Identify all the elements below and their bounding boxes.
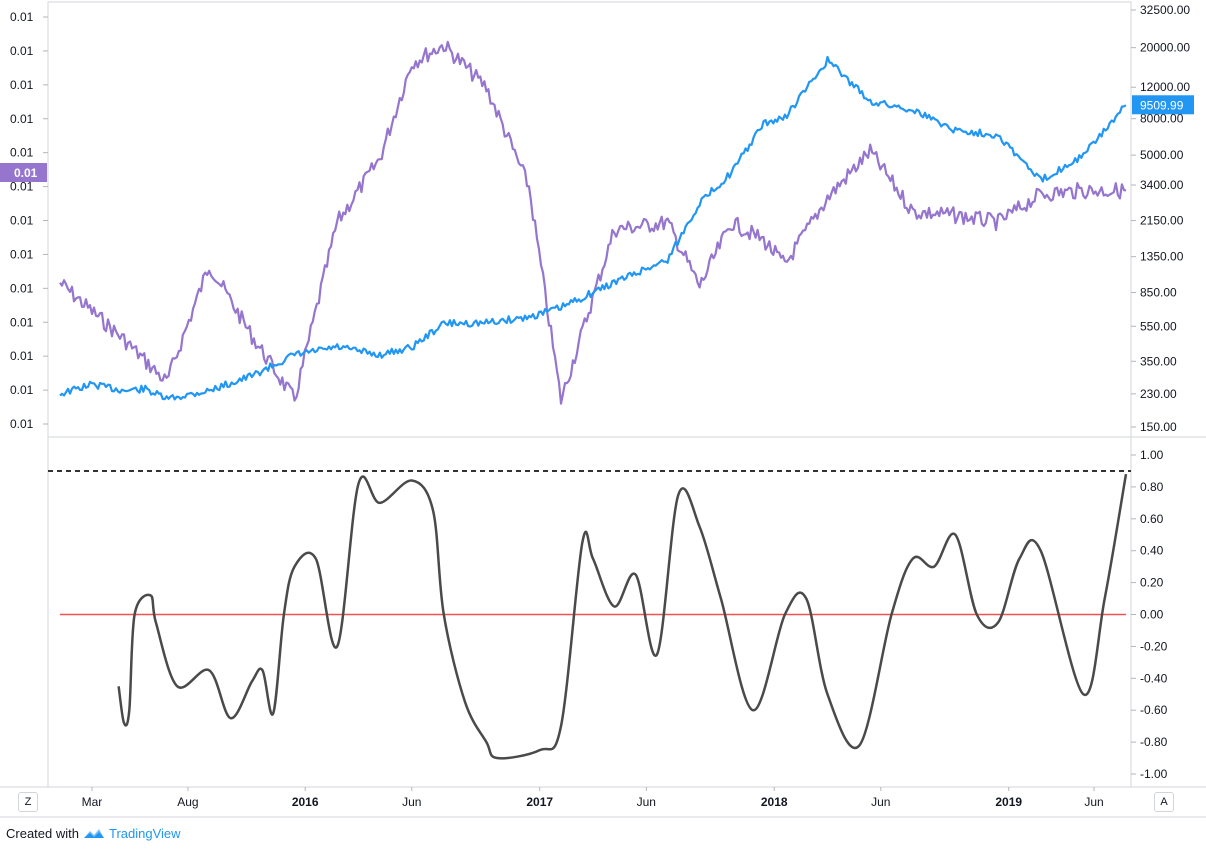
price-pane: 32500.00 20000.00 12000.00 8000.00 5000.00 34…	[0, 3, 1194, 434]
time-axis-label: Jun	[1084, 795, 1103, 809]
footer: Created with TradingView	[6, 826, 181, 841]
tradingview-logo-icon	[83, 828, 104, 838]
correlation-line	[117, 473, 1128, 760]
left-axis-tick-label: 0.01	[10, 44, 34, 58]
time-axis-label: 2016	[292, 795, 319, 809]
plot-border	[47, 1, 1132, 788]
left-last-value-badge	[0, 163, 47, 182]
scale-a-button[interactable]: A	[1154, 792, 1174, 812]
right-axis-tick-label: 230.00	[1140, 387, 1177, 401]
left-axis-tick-label: 0.01	[10, 78, 34, 92]
purple-series-line	[59, 40, 1127, 405]
corr-axis-tick-label: -0.60	[1140, 703, 1168, 717]
time-axis-label: Jun	[871, 795, 890, 809]
corr-axis-tick-label: -0.40	[1140, 671, 1168, 685]
time-axis: Mar Aug 2016 Jun 2017 Jun 2018 Jun 2019 Jun	[82, 787, 1104, 809]
right-axis-tick-label: 850.00	[1140, 286, 1177, 300]
left-axis-tick-label: 0.01	[10, 180, 34, 194]
right-axis-tick-label: 3400.00	[1140, 178, 1184, 192]
time-axis-label: 2018	[761, 795, 788, 809]
right-axis-tick-label: 32500.00	[1140, 3, 1190, 17]
corr-axis-tick-label: -0.80	[1140, 735, 1168, 749]
corr-axis-tick-label: 1.00	[1140, 448, 1164, 462]
left-axis-tick-label: 0.01	[10, 281, 34, 295]
right-axis-tick-label: 550.00	[1140, 319, 1177, 333]
corr-axis-tick-label: 0.60	[1140, 512, 1164, 526]
left-last-value-label: 0.01	[14, 166, 38, 180]
corr-axis-tick-label: 0.00	[1140, 608, 1164, 622]
blue-series-line	[59, 55, 1127, 401]
time-axis-label: Jun	[637, 795, 656, 809]
corr-axis-tick-label: 0.20	[1140, 576, 1164, 590]
right-axis-tick-label: 8000.00	[1140, 112, 1184, 126]
chart-frame	[0, 1, 1206, 818]
right-axis-tick-label: 150.00	[1140, 420, 1177, 434]
left-axis-tick-label: 0.01	[10, 247, 34, 261]
time-axis-label: 2017	[526, 795, 553, 809]
right-axis-tick-label: 20000.00	[1140, 41, 1190, 55]
tradingview-brand[interactable]: TradingView	[108, 826, 181, 841]
left-axis-tick-label: 0.01	[10, 214, 34, 228]
right-last-value-badge	[1132, 95, 1194, 115]
right-last-value-label: 9509.99	[1140, 98, 1184, 112]
created-with-label: Created with	[6, 826, 79, 841]
corr-axis-tick-label: -1.00	[1140, 767, 1168, 781]
right-axis-tick-label: 1350.00	[1140, 250, 1184, 264]
time-axis-label: Mar	[82, 795, 103, 809]
correlation-pane: 1.00 0.80 0.60 0.40 0.20 0.00 -0.20 -0.40 -0.60 -…	[48, 448, 1168, 781]
right-axis-tick-label: 5000.00	[1140, 148, 1184, 162]
left-axis-tick-label: 0.01	[10, 146, 34, 160]
scale-z-button[interactable]: Z	[18, 792, 38, 812]
left-axis-tick-label: 0.01	[10, 112, 34, 126]
corr-axis-tick-label: 0.40	[1140, 544, 1164, 558]
left-axis-tick-label: 0.01	[10, 383, 34, 397]
corr-axis-tick-label: -0.20	[1140, 639, 1168, 653]
left-axis-tick-label: 0.01	[10, 417, 34, 431]
corr-axis-tick-label: 0.80	[1140, 480, 1164, 494]
time-axis-label: 2019	[995, 795, 1022, 809]
time-axis-label: Jun	[402, 795, 421, 809]
left-axis-tick-label: 0.01	[10, 10, 34, 24]
right-axis-tick-label: 2150.00	[1140, 214, 1184, 228]
right-axis-tick-label: 350.00	[1140, 354, 1177, 368]
left-axis-tick-label: 0.01	[10, 349, 34, 363]
time-axis-label: Aug	[177, 795, 198, 809]
left-axis-tick-label: 0.01	[10, 315, 34, 329]
right-axis-tick-label: 12000.00	[1140, 80, 1190, 94]
